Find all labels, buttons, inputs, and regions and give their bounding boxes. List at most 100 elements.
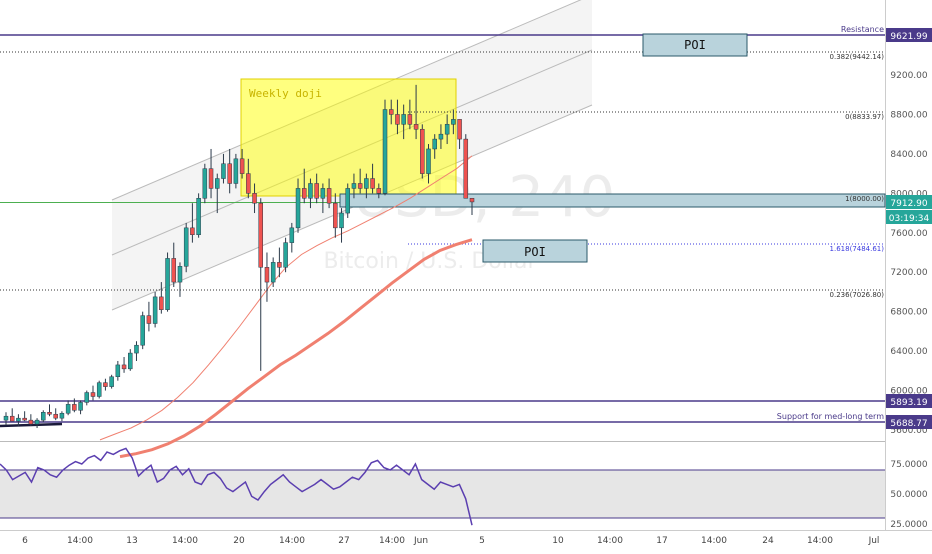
badge-last-price-text: 7912.90 <box>890 199 927 209</box>
candle-body <box>134 344 139 354</box>
badge-countdown-text: 03:19:34 <box>889 214 930 224</box>
candle-body <box>90 392 96 397</box>
candle-body <box>351 183 357 189</box>
candles <box>3 84 475 429</box>
candle-body <box>326 188 332 204</box>
candle-body <box>432 138 437 150</box>
candle-body <box>72 404 77 411</box>
time-tick-label: 14:00 <box>701 536 727 546</box>
candle-body <box>159 296 164 310</box>
candle-body <box>444 124 450 135</box>
candle-body <box>413 124 419 130</box>
time-tick-label: 10 <box>552 536 564 546</box>
candle-body <box>41 412 46 421</box>
candle-body <box>96 382 102 397</box>
candle-body <box>9 415 15 422</box>
candle-body <box>47 412 52 415</box>
time-tick-label: 14:00 <box>67 536 93 546</box>
rsi-tick-label: 25.0000 <box>890 520 927 530</box>
candle-body <box>345 188 350 214</box>
rsi-axis: 75.0000 50.0000 25.0000 <box>890 460 927 530</box>
candle-body <box>451 119 456 125</box>
support-note: Support for med-long term <box>777 412 884 421</box>
candle-body <box>22 417 27 421</box>
time-tick-label: 14:00 <box>597 536 623 546</box>
time-tick-label: 14:00 <box>379 536 405 546</box>
candle-body <box>382 109 388 194</box>
price-tick-label: 6400.00 <box>890 347 927 357</box>
candle-body <box>388 109 394 115</box>
candle-body <box>16 417 21 422</box>
badge-resistance <box>886 28 932 42</box>
candle-body <box>121 364 127 370</box>
time-tick-label: 20 <box>233 536 245 546</box>
price-tick-label: 7600.00 <box>890 229 927 239</box>
support-zone <box>339 193 886 208</box>
price-tick-label: 7200.00 <box>890 268 927 278</box>
candle-body <box>246 173 251 194</box>
time-tick-label: 24 <box>762 536 774 546</box>
time-tick-label: Jun <box>413 536 428 546</box>
poi-box-lower <box>482 239 588 263</box>
candle-body <box>320 188 326 199</box>
candle-body <box>376 188 382 194</box>
candle-body <box>333 202 338 229</box>
candle-body <box>407 114 413 125</box>
time-tick-label: 27 <box>338 536 349 546</box>
badge-support <box>886 415 932 429</box>
candle-body <box>53 413 58 419</box>
badge-countdown <box>886 210 932 224</box>
candle-body <box>301 188 307 199</box>
candle-body <box>252 193 257 204</box>
rsi-tick-label: 75.0000 <box>890 460 927 470</box>
candle-body <box>426 148 431 174</box>
candle-body <box>28 419 34 425</box>
candle-body <box>283 242 288 268</box>
candle-body <box>109 376 114 387</box>
fib-label-1: 1(8000.00) <box>845 195 884 203</box>
fib-label-0382: 0.382(9442.14) <box>830 53 885 61</box>
candle-body <box>59 412 65 419</box>
rsi-tick-label: 50.0000 <box>890 490 927 500</box>
candle-body <box>339 212 344 229</box>
candle-body <box>65 404 71 414</box>
candle-body <box>128 352 133 370</box>
poi-label-lower: POI <box>524 245 546 259</box>
candle-body <box>314 183 319 199</box>
candle-body <box>215 178 220 189</box>
candle-body <box>208 168 214 189</box>
candle-body <box>34 419 40 425</box>
badge-level-5893-text: 5893.19 <box>890 398 927 408</box>
candle-body <box>264 267 270 283</box>
candle-body <box>401 114 406 125</box>
candle-body <box>115 364 121 377</box>
candle-body <box>84 392 90 403</box>
candle-body <box>152 296 158 324</box>
rsi-line <box>0 447 473 526</box>
price-tick-label: 8400.00 <box>890 150 927 160</box>
time-tick-label: 14:00 <box>279 536 305 546</box>
price-tick-label: 6800.00 <box>890 308 927 318</box>
candle-body <box>196 198 201 235</box>
candle-body <box>270 262 276 283</box>
candle-body <box>395 114 400 125</box>
rsi-band-fill <box>0 470 885 518</box>
candle-body <box>165 258 170 310</box>
fib-label-0236: 0.236(7026.80) <box>830 291 885 299</box>
candle-body <box>308 183 313 199</box>
time-tick-label: 13 <box>126 536 137 546</box>
time-tick-label: 14:00 <box>172 536 198 546</box>
candle-body <box>258 202 263 268</box>
price-tick-label: 8000.00 <box>890 189 927 199</box>
candle-body <box>183 227 189 267</box>
candle-body <box>221 163 226 179</box>
poi-label-upper: POI <box>684 38 706 52</box>
resistance-note: Resistance <box>841 25 884 34</box>
moving-average-slow <box>119 238 473 459</box>
candle-body <box>370 178 375 189</box>
candle-body <box>146 315 152 324</box>
price-tick-label: 6000.00 <box>890 387 927 397</box>
candle-body <box>277 262 282 268</box>
